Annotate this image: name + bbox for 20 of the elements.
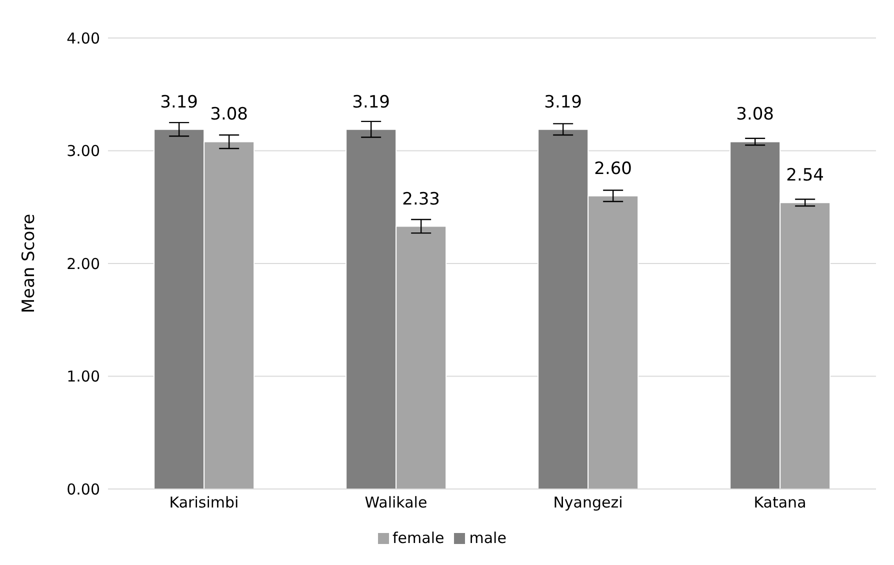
- legend-label: female: [392, 529, 444, 547]
- data-label: 3.19: [544, 92, 582, 112]
- data-label: 3.08: [736, 104, 774, 125]
- y-tick-label: 4.00: [66, 29, 100, 48]
- legend-label: male: [469, 529, 506, 547]
- data-label: 3.19: [352, 92, 390, 112]
- x-tick-label: Katana: [754, 494, 806, 512]
- y-tick-label: 3.00: [66, 142, 100, 160]
- y-tick-label: 2.00: [66, 254, 100, 273]
- y-tick-label: 1.00: [66, 368, 100, 386]
- x-tick-label: Nyangezi: [553, 494, 623, 512]
- x-tick-label: Karisimbi: [169, 494, 239, 512]
- y-tick-label: 0.00: [66, 480, 100, 498]
- data-label: 2.54: [786, 166, 824, 186]
- data-label: 2.60: [594, 158, 632, 179]
- data-label: 3.08: [210, 104, 248, 125]
- y-axis-title: Mean Score: [19, 214, 40, 314]
- x-tick-label: Walikale: [364, 494, 428, 512]
- data-label: 2.33: [402, 189, 440, 210]
- data-label: 3.19: [160, 92, 198, 112]
